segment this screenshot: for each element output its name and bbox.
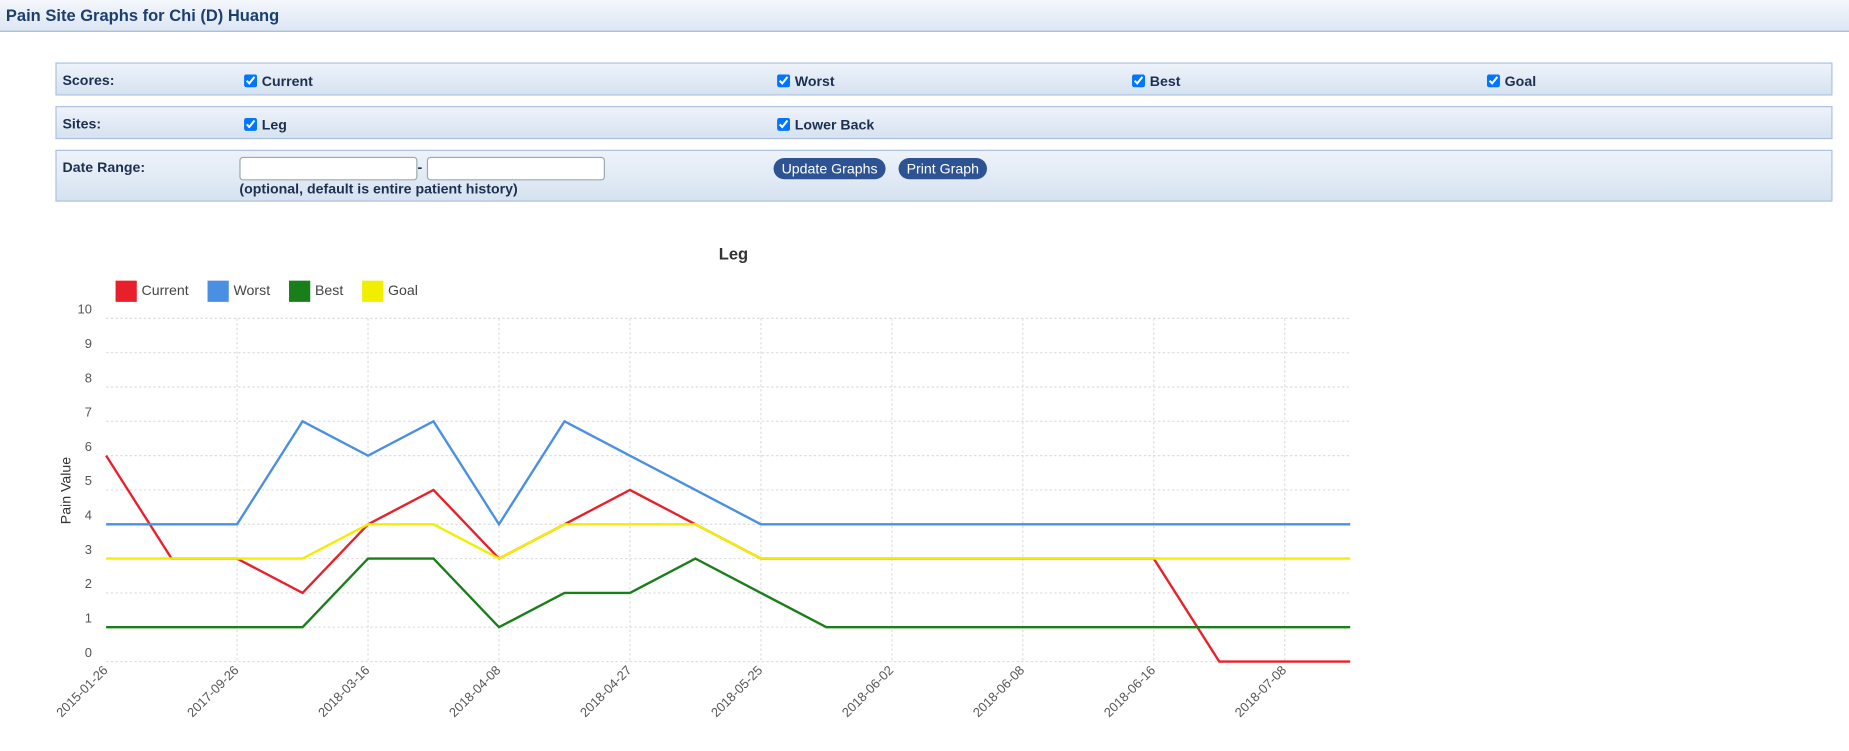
sites-row: Sites: Leg Lower Back xyxy=(55,106,1833,140)
x-tick-label: 2018-06-16 xyxy=(1101,662,1159,720)
legend-swatch xyxy=(289,280,311,302)
checkbox[interactable] xyxy=(244,74,258,88)
y-tick-label: 9 xyxy=(85,336,92,351)
label: Date Range: xyxy=(62,159,146,176)
option[interactable]: Current xyxy=(244,73,313,90)
checkbox[interactable] xyxy=(244,117,258,131)
update-button[interactable]: Update Graphs xyxy=(773,158,886,180)
header: Pain Site Graphs for Chi (D) Huang xyxy=(0,0,1849,32)
option[interactable]: Lower Back xyxy=(777,116,875,134)
y-tick-label: 7 xyxy=(85,405,92,420)
checkbox[interactable] xyxy=(1132,74,1146,88)
y-tick-label: 8 xyxy=(85,370,92,385)
option-label: Best xyxy=(1149,73,1181,90)
end-date[interactable] xyxy=(426,156,605,181)
option-label: Lower Back xyxy=(794,116,875,134)
start-date[interactable] xyxy=(239,156,418,181)
checkbox[interactable] xyxy=(777,74,791,88)
scores-row: Scores: Current Worst Best Goal xyxy=(55,62,1833,96)
note: (optional, default is entire patient his… xyxy=(239,180,518,197)
legend-label: Best xyxy=(315,282,343,298)
option-label: Current xyxy=(261,73,313,90)
option[interactable]: Goal xyxy=(1486,73,1537,90)
checkbox[interactable] xyxy=(777,117,791,131)
x-tick-label: 2015-01-26 xyxy=(53,662,111,720)
option-label: Goal xyxy=(1504,73,1537,90)
label: Scores: xyxy=(62,71,115,89)
x-tick-label: 2018-07-08 xyxy=(1232,662,1290,720)
y-tick-label: 3 xyxy=(85,542,92,557)
checkbox[interactable] xyxy=(1486,74,1500,88)
x-tick-label: 2018-06-08 xyxy=(970,662,1028,720)
y-tick-label: 4 xyxy=(85,508,92,523)
print-button[interactable]: Print Graph xyxy=(898,158,987,180)
legend-swatch xyxy=(362,280,384,302)
option-label: Leg xyxy=(261,116,287,134)
option[interactable]: Worst xyxy=(777,73,835,90)
y-axis-label: Pain Value xyxy=(58,457,74,524)
series-line xyxy=(106,523,1351,560)
y-tick-label: 1 xyxy=(85,611,92,626)
option-label: Worst xyxy=(794,73,835,90)
separator: - xyxy=(417,159,423,176)
option[interactable]: Best xyxy=(1132,73,1180,90)
y-tick-label: 10 xyxy=(78,302,92,317)
legend-label: Current xyxy=(142,282,189,298)
date-row: Date Range: - (optional, default is enti… xyxy=(55,149,1833,202)
y-tick-label: 2 xyxy=(85,576,92,591)
legend-label: Worst xyxy=(233,282,270,298)
page-title: Pain Site Graphs for Chi (D) Huang xyxy=(5,5,280,25)
x-tick-label: 2017-09-26 xyxy=(184,662,242,720)
y-tick-label: 0 xyxy=(85,645,92,660)
x-tick-label: 2018-04-08 xyxy=(446,662,504,720)
x-tick-label: 2018-06-02 xyxy=(839,662,897,720)
series-line xyxy=(106,419,1351,527)
y-tick-label: 6 xyxy=(85,439,92,454)
x-tick-label: 2018-03-16 xyxy=(315,662,373,720)
legend-swatch xyxy=(207,280,229,302)
chart-title: Leg xyxy=(719,245,748,263)
option[interactable]: Leg xyxy=(244,116,287,134)
x-tick-label: 2018-05-25 xyxy=(708,662,766,720)
series-line xyxy=(106,557,1351,629)
legend-label: Goal xyxy=(388,282,418,298)
label: Sites: xyxy=(62,115,102,133)
x-tick-label: 2018-04-27 xyxy=(577,662,635,720)
legend-swatch xyxy=(115,280,137,302)
y-tick-label: 5 xyxy=(85,473,92,488)
